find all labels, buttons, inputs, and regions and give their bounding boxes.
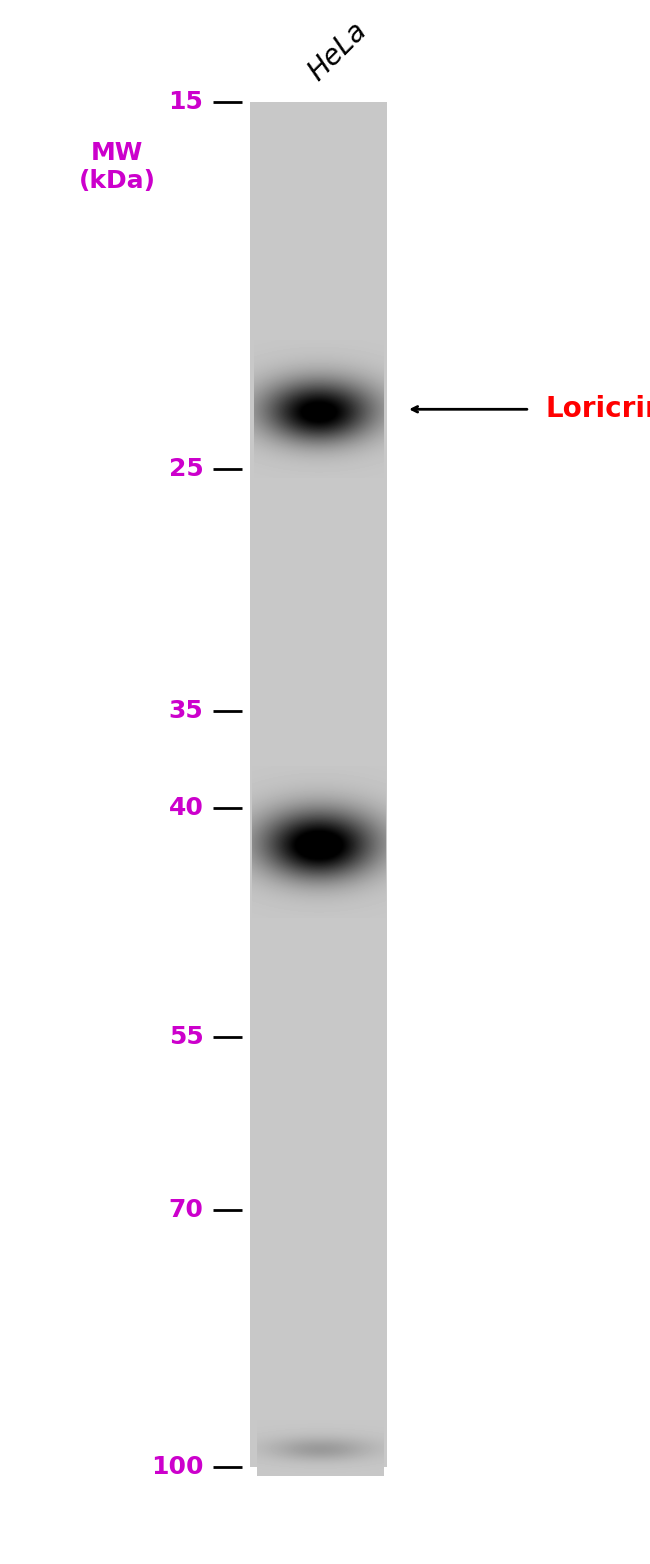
Text: MW
(kDa): MW (kDa) [79, 141, 155, 192]
Text: 15: 15 [168, 89, 203, 114]
Text: 70: 70 [168, 1198, 203, 1223]
Text: 55: 55 [169, 1024, 203, 1049]
Text: 40: 40 [168, 796, 203, 820]
Bar [250, 102, 387, 1467]
Text: 25: 25 [169, 457, 203, 482]
Text: 100: 100 [151, 1455, 203, 1480]
Text: Loricrin: Loricrin [546, 396, 650, 424]
Text: HeLa: HeLa [303, 16, 373, 86]
Text: 35: 35 [169, 699, 203, 724]
